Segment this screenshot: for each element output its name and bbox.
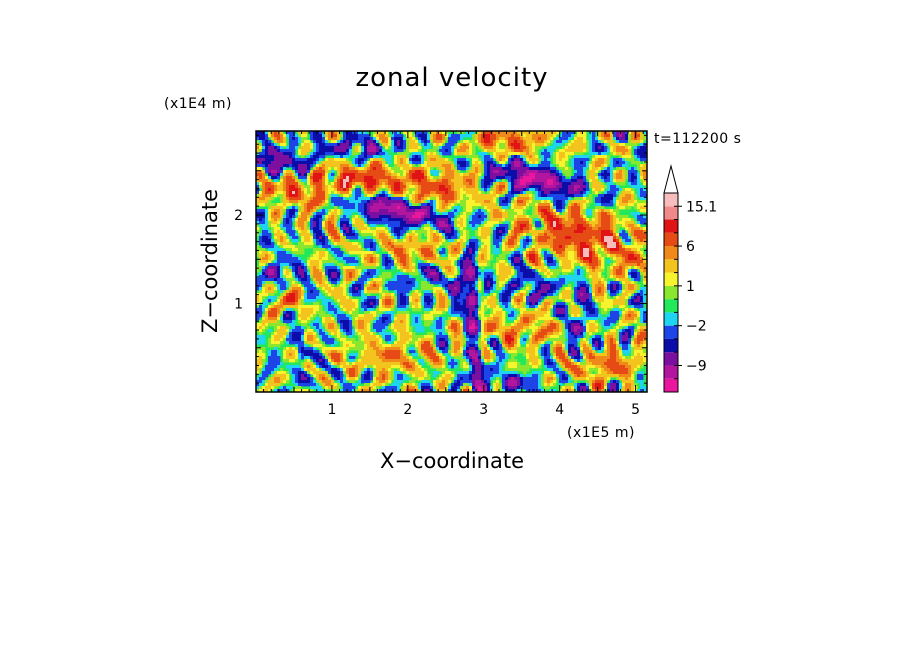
y-axis-title: Z−coordinate bbox=[198, 189, 222, 333]
y-tick-label: 2 bbox=[234, 208, 243, 224]
colorbar-segment bbox=[664, 193, 678, 207]
x-axis-title: X−coordinate bbox=[380, 449, 524, 473]
colorbar-label: 1 bbox=[686, 279, 695, 295]
colorbar-segment bbox=[664, 232, 678, 247]
colorbar-segment bbox=[664, 325, 678, 339]
colorbar-segment bbox=[664, 299, 678, 313]
chart-title: zonal velocity bbox=[355, 63, 548, 93]
colorbar-label: −2 bbox=[686, 319, 707, 335]
colorbar-label: −9 bbox=[686, 358, 707, 374]
colorbar-segment bbox=[664, 378, 678, 392]
x-tick-label: 5 bbox=[631, 402, 640, 418]
colorbar-segment bbox=[664, 365, 678, 379]
x-tick-label: 1 bbox=[327, 402, 336, 418]
colorbar-segment bbox=[664, 285, 678, 300]
colorbar-extend-arrow bbox=[663, 164, 679, 194]
x-unit-label: (x1E5 m) bbox=[567, 425, 635, 441]
colorbar-segment bbox=[664, 338, 678, 353]
x-tick-label: 3 bbox=[479, 402, 488, 418]
y-axis: 12 bbox=[234, 134, 647, 384]
colorbar-segment bbox=[664, 352, 678, 366]
colorbar-label: 15.1 bbox=[686, 199, 717, 215]
time-label: t=112200 s bbox=[654, 131, 741, 147]
colorbar-segment bbox=[664, 312, 678, 326]
x-axis: 1 2 3 4 5 bbox=[263, 131, 644, 418]
velocity-field bbox=[256, 131, 648, 393]
colorbar-segment bbox=[664, 219, 678, 233]
x-tick-label: 2 bbox=[403, 402, 412, 418]
colorbar: 15.1 6 1 −2 −9 bbox=[663, 164, 717, 393]
colorbar-segment bbox=[664, 206, 678, 220]
colorbar-label: 6 bbox=[686, 239, 695, 255]
plot-area bbox=[255, 130, 648, 393]
x-tick-label: 4 bbox=[555, 402, 564, 418]
colorbar-segment bbox=[664, 259, 678, 273]
y-unit-label: (x1E4 m) bbox=[164, 96, 232, 112]
colorbar-segment bbox=[664, 272, 678, 286]
y-tick-label: 1 bbox=[234, 297, 243, 313]
colorbar-segment bbox=[664, 246, 678, 260]
plot-frame bbox=[255, 130, 648, 393]
